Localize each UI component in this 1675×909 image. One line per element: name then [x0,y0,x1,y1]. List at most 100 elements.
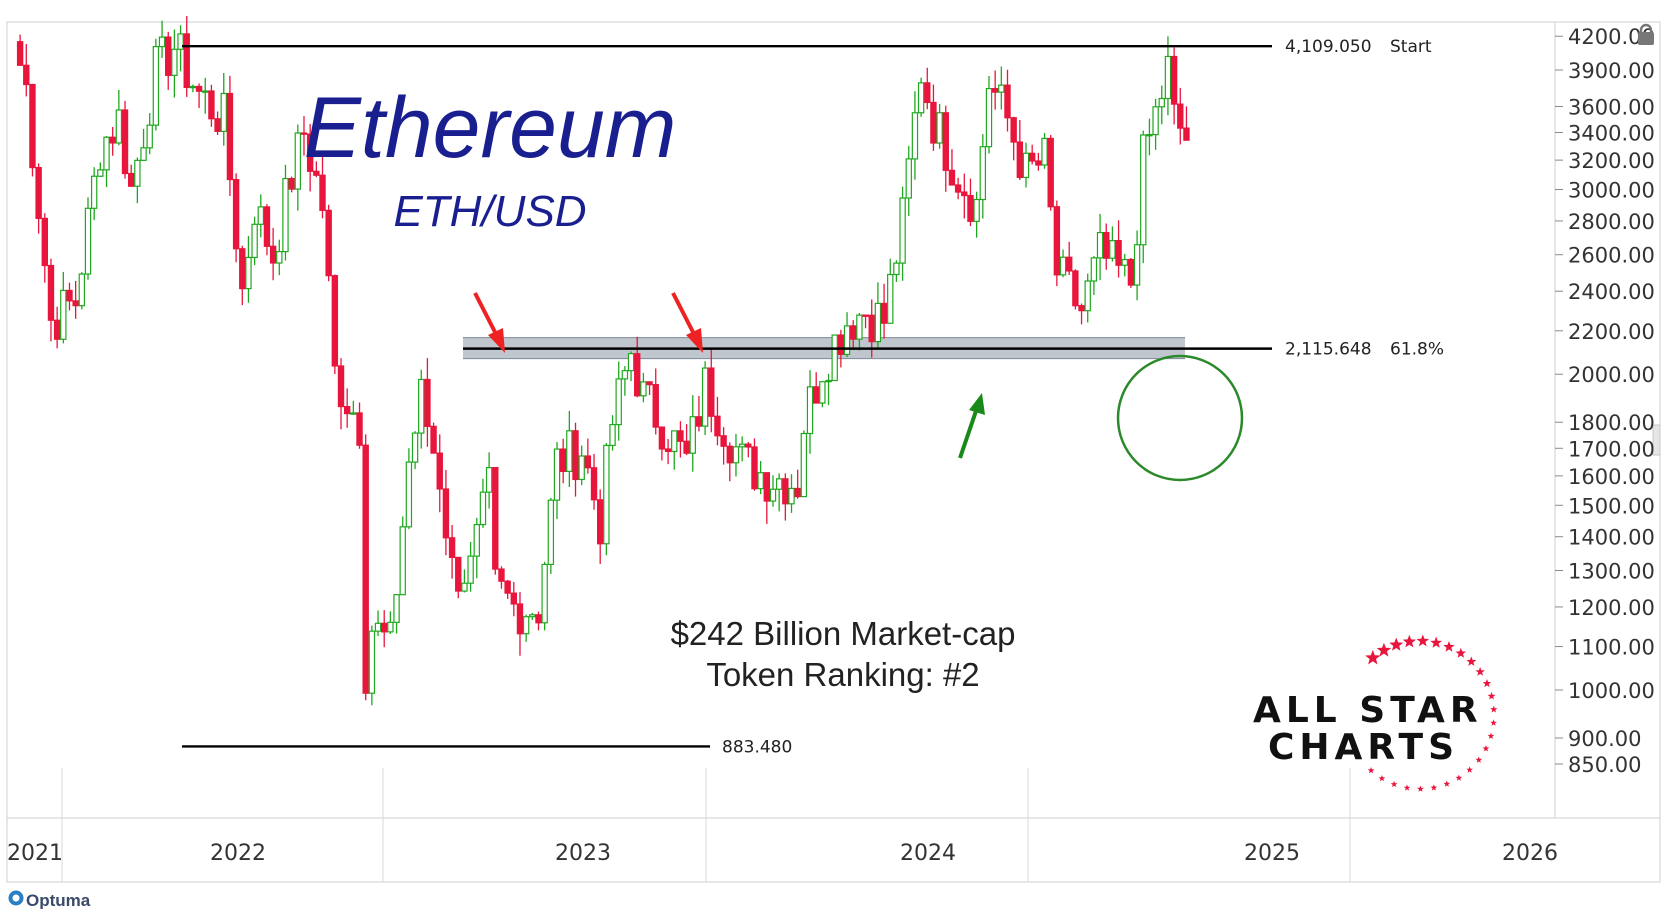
candle-down [313,161,320,178]
candle-up [788,474,795,513]
star-icon [1487,692,1496,700]
candle-down [29,83,36,177]
y-tick-label: 3200.00 [1568,149,1655,173]
candle-up [615,361,622,441]
star-icon [1466,656,1477,666]
candle-up [350,400,357,415]
candle-up [1146,118,1153,156]
candle-down [695,396,703,432]
candle-up [998,66,1005,110]
candle-down [239,245,246,306]
candle-up [905,145,912,216]
candle-up [1152,98,1159,150]
candle-up [1022,142,1030,188]
candle-down [1177,87,1184,145]
candle-up [911,91,919,180]
star-icon [1443,780,1451,787]
y-tick-label: 1500.00 [1568,494,1655,518]
candle-down [53,306,61,349]
candle-up [825,373,832,406]
candle-up [276,239,283,276]
candle-up [1164,36,1172,116]
candle-up [479,478,487,528]
candle-up [97,162,104,177]
candle-down [726,442,733,482]
candle-up [60,271,67,344]
candle-up [843,312,851,358]
candle-down [880,283,888,339]
y-tick-label: 3600.00 [1568,95,1655,119]
x-tick-label: 2024 [900,841,956,866]
candles [16,15,1190,706]
candle-up [856,312,863,351]
candle-down [924,67,931,110]
candle-up [566,410,573,487]
star-icon [1378,775,1386,782]
y-tick-label: 2400.00 [1568,280,1655,304]
star-icon [1417,785,1424,792]
candle-down [1170,47,1178,125]
candle-down [269,227,277,281]
candle-down [572,422,579,497]
star-icon [1367,767,1375,774]
level-lines: 4,109.050 Start 2,115.648 61.8% 883.480 [182,37,1444,757]
candle-down [942,105,949,192]
candle-down [1127,258,1135,288]
candle-up [405,448,413,530]
y-tick-label: 2800.00 [1568,210,1655,234]
candle-down [720,427,727,465]
candle-down [430,422,437,454]
candle-down [319,155,326,219]
candle-down [646,381,653,396]
level-label: 2,115.648 [1285,340,1372,360]
x-tick-label: 2021 [7,841,63,866]
candle-down [1016,119,1024,181]
lock-icon[interactable] [1638,23,1654,45]
candle-down [1028,144,1036,165]
candle-up [874,282,882,349]
ranking-annotation: Token Ranking: #2 [706,656,979,693]
candle-down [559,438,567,484]
star-icon [1376,642,1392,657]
candle-up [689,395,696,472]
candle-up [473,517,480,579]
candle-up [985,75,993,154]
star-icon [1475,756,1483,763]
candle-down [492,466,499,575]
y-tick-label: 2000.00 [1568,363,1655,387]
candle-down [597,489,604,564]
candle-down [948,149,956,186]
candle-up [1133,230,1141,301]
candle-up [171,29,178,98]
candle-down [300,116,308,156]
candle-up [603,442,610,556]
brand-line-1: ALL STAR [1253,690,1483,731]
candle-down [714,396,721,446]
level-tag: Start [1390,37,1432,57]
candle-down [263,204,271,256]
star-icon [1443,641,1455,652]
candle-up [899,186,906,281]
candle-down [794,469,801,499]
candle-down [812,372,820,404]
candle-up [806,370,814,454]
red-arrow-left [473,292,505,353]
candle-up [418,369,425,449]
candle-down [72,280,79,319]
candle-up [775,473,783,512]
candle-down [325,204,332,282]
candle-up [547,497,555,574]
candle-up [399,516,406,596]
candle-down [226,75,234,196]
candle-up [887,258,894,324]
candle-down [1035,152,1042,171]
y-axis-scrollbar[interactable] [1652,424,1661,456]
candle-up [251,216,258,266]
y-tick-label: 1200.00 [1568,596,1655,620]
candle-down [232,173,240,263]
level-label: 883.480 [722,737,792,757]
candle-down [708,347,715,433]
y-tick-label: 1400.00 [1568,526,1655,550]
green-arrow [958,393,985,459]
